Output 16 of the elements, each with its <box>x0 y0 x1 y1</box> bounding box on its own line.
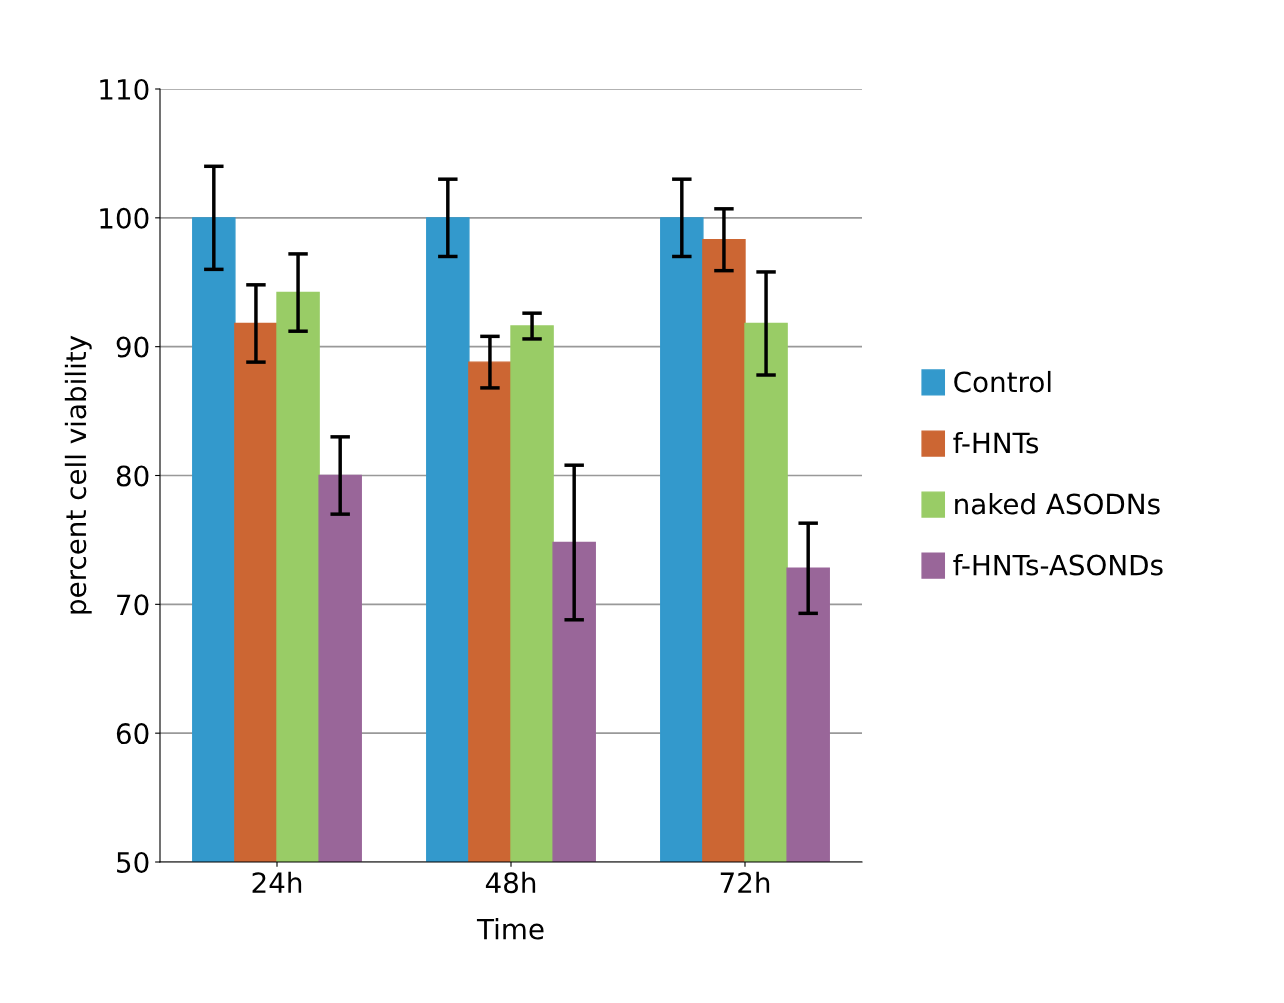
legend-label: Control <box>954 370 1051 393</box>
y-tick-label: 110 <box>100 78 149 100</box>
y-tick-label: 100 <box>100 207 149 229</box>
x-tick-label: 72h <box>720 871 770 893</box>
y-tick-label: 80 <box>116 465 149 487</box>
y-axis-title: percent cell viability <box>64 335 92 614</box>
legend-label: f-HNTs-ASONDs <box>953 554 1163 576</box>
legend-label: naked ASODNs <box>955 493 1160 515</box>
y-tick-label: 70 <box>117 594 149 616</box>
y-tick-label: 60 <box>116 723 149 745</box>
y-tick-label: 50 <box>117 851 149 873</box>
x-tick-label: 48h <box>485 871 536 894</box>
x-axis-title: Time <box>476 918 544 940</box>
x-tick-label: 24h <box>252 871 302 893</box>
legend-label: f-HNTs <box>953 431 1039 454</box>
y-tick-label: 90 <box>116 336 149 358</box>
